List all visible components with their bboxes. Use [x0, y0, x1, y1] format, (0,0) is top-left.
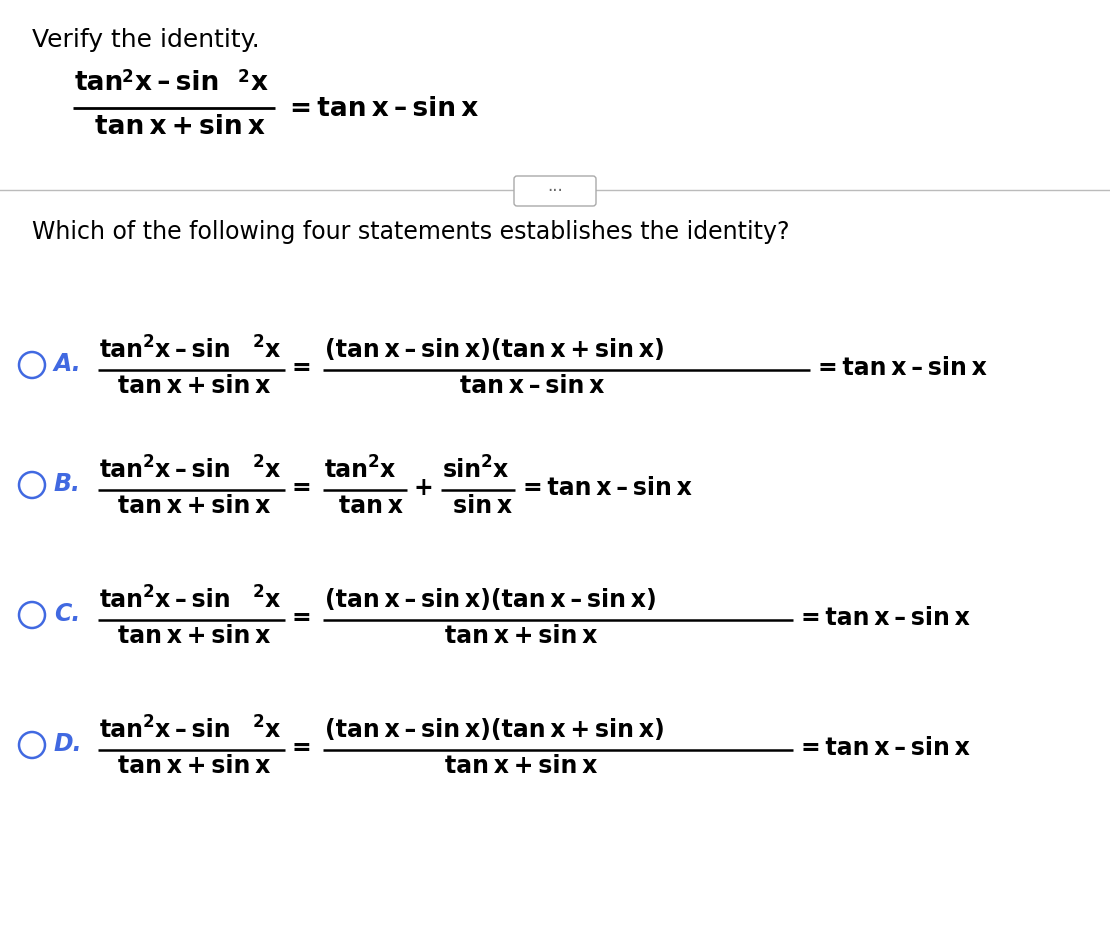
Text: tan x – sin x: tan x – sin x — [460, 374, 604, 398]
Text: 2: 2 — [143, 713, 154, 731]
Text: x: x — [265, 458, 280, 482]
Text: = tan x – sin x: = tan x – sin x — [801, 736, 970, 760]
Text: tan x + sin x: tan x + sin x — [118, 494, 271, 518]
Text: C.: C. — [54, 602, 80, 626]
Text: x: x — [265, 588, 280, 612]
Text: 2: 2 — [253, 713, 264, 731]
Text: 2: 2 — [253, 333, 264, 351]
Text: x: x — [265, 718, 280, 742]
Text: x – sin: x – sin — [135, 70, 220, 96]
Text: =: = — [292, 606, 312, 630]
Text: tan x + sin x: tan x + sin x — [118, 374, 271, 398]
Text: x – sin: x – sin — [155, 458, 231, 482]
Text: 2: 2 — [369, 453, 380, 471]
Text: 2: 2 — [143, 583, 154, 601]
Text: (tan x – sin x)(tan x + sin x): (tan x – sin x)(tan x + sin x) — [325, 338, 665, 362]
Text: A.: A. — [54, 352, 82, 376]
Text: tan: tan — [100, 718, 144, 742]
Text: tan: tan — [325, 458, 369, 482]
Text: D.: D. — [54, 732, 82, 756]
Text: 2: 2 — [253, 583, 264, 601]
Text: tan x: tan x — [339, 494, 403, 518]
Text: Verify the identity.: Verify the identity. — [32, 28, 260, 52]
Text: = tan x – sin x: = tan x – sin x — [290, 96, 478, 122]
Text: x: x — [251, 70, 268, 96]
Text: tan x + sin x: tan x + sin x — [118, 624, 271, 648]
Text: x – sin: x – sin — [155, 338, 231, 362]
Text: tan: tan — [75, 70, 124, 96]
Text: 2: 2 — [481, 453, 493, 471]
Text: x: x — [265, 338, 280, 362]
Text: 2: 2 — [143, 453, 154, 471]
Text: (tan x – sin x)(tan x – sin x): (tan x – sin x)(tan x – sin x) — [325, 588, 657, 612]
Text: 2: 2 — [238, 68, 250, 86]
Text: =: = — [292, 356, 312, 380]
Text: x – sin: x – sin — [155, 588, 231, 612]
Text: tan: tan — [100, 588, 144, 612]
Text: sin x: sin x — [453, 494, 512, 518]
Text: 2: 2 — [143, 333, 154, 351]
Text: (tan x – sin x)(tan x + sin x): (tan x – sin x)(tan x + sin x) — [325, 718, 665, 742]
Text: x – sin: x – sin — [155, 718, 231, 742]
Text: x: x — [380, 458, 395, 482]
Text: Which of the following four statements establishes the identity?: Which of the following four statements e… — [32, 220, 789, 244]
Text: tan x + sin x: tan x + sin x — [118, 754, 271, 778]
Text: = tan x – sin x: = tan x – sin x — [523, 476, 692, 500]
Text: sin: sin — [443, 458, 482, 482]
Text: tan x + sin x: tan x + sin x — [445, 754, 597, 778]
Text: x: x — [493, 458, 508, 482]
Text: =: = — [292, 736, 312, 760]
Text: = tan x – sin x: = tan x – sin x — [801, 606, 970, 630]
Text: tan: tan — [100, 458, 144, 482]
Text: = tan x – sin x: = tan x – sin x — [818, 356, 987, 380]
Text: +: + — [414, 476, 434, 500]
Text: tan x + sin x: tan x + sin x — [95, 114, 265, 140]
Text: 2: 2 — [122, 68, 133, 86]
Text: ···: ··· — [547, 182, 563, 200]
FancyBboxPatch shape — [514, 176, 596, 206]
Text: 2: 2 — [253, 453, 264, 471]
Text: =: = — [292, 476, 312, 500]
Text: tan: tan — [100, 338, 144, 362]
Text: tan x + sin x: tan x + sin x — [445, 624, 597, 648]
Text: B.: B. — [54, 472, 81, 496]
